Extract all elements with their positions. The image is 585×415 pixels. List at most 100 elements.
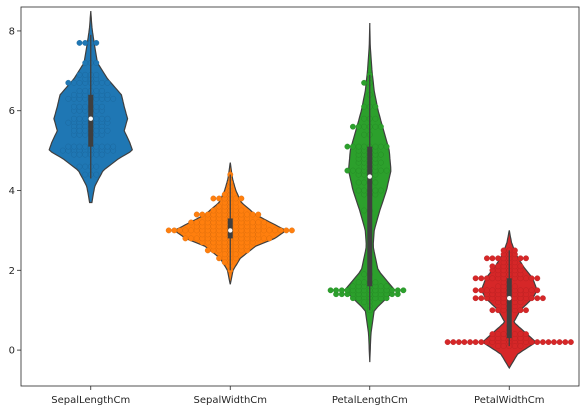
swarm-point <box>483 287 490 294</box>
swarm-point <box>361 279 367 286</box>
swarm-point <box>76 163 83 170</box>
swarm-point <box>71 115 77 122</box>
swarm-point <box>472 339 479 345</box>
swarm-point <box>528 287 535 294</box>
swarm-point <box>361 103 367 110</box>
swarm-point <box>512 343 518 349</box>
swarm-point <box>495 255 501 262</box>
swarm-point <box>472 295 479 302</box>
swarm-point <box>93 127 100 134</box>
swarm-point <box>361 179 367 186</box>
swarm-point <box>204 247 211 254</box>
swarm-point <box>76 151 83 158</box>
swarm-point <box>528 295 535 302</box>
x-tick-label: SepalWidthCm <box>193 395 267 406</box>
swarm-point <box>93 151 100 158</box>
swarm-point <box>489 255 496 262</box>
swarm-point <box>556 339 563 345</box>
swarm-point <box>377 143 384 150</box>
swarm-point <box>534 287 541 294</box>
swarm-point <box>461 339 468 345</box>
swarm-point <box>344 287 351 294</box>
swarm-point <box>110 143 117 150</box>
swarm-point <box>99 115 105 122</box>
swarm-point <box>500 247 507 254</box>
swarm-point <box>372 103 379 110</box>
swarm-point <box>517 307 524 314</box>
swarm-point <box>489 263 496 270</box>
swarm-point <box>249 219 256 226</box>
swarm-point <box>540 295 546 302</box>
swarm-point <box>377 151 384 158</box>
swarm-point <box>71 103 77 110</box>
swarm-point <box>165 227 172 234</box>
swarm-point <box>221 191 228 198</box>
swarm-point <box>528 339 535 345</box>
swarm-point <box>76 40 83 46</box>
swarm-point <box>355 279 362 286</box>
swarm-point <box>517 255 524 262</box>
swarm-point <box>517 343 524 349</box>
violin-group-PetalWidthCm <box>444 230 574 370</box>
swarm-point <box>523 307 529 314</box>
swarm-point <box>255 211 262 218</box>
swarm-point <box>221 251 228 258</box>
swarm-point <box>93 163 100 170</box>
swarm-point <box>71 91 77 98</box>
swarm-point <box>562 339 569 345</box>
swarm-point <box>534 295 541 302</box>
swarm-point <box>400 287 407 294</box>
axes: 0 2 4 6 8 SepalLengthCm SepalWidthCm PetalLengt… <box>9 6 580 406</box>
swarm-point <box>199 211 206 218</box>
swarm-point <box>76 103 83 110</box>
swarm-point <box>489 287 496 294</box>
swarm-point <box>355 167 362 174</box>
swarm-point <box>372 179 379 186</box>
swarm-point <box>361 79 367 86</box>
swarm-point <box>193 235 200 242</box>
swarm-point <box>517 331 524 337</box>
swarm-point <box>361 187 367 194</box>
swarm-point <box>272 227 278 234</box>
swarm-point <box>188 219 195 226</box>
swarm-point <box>221 259 228 266</box>
swarm-point <box>249 211 256 218</box>
swarm-point <box>338 287 345 294</box>
swarm-point <box>478 295 485 302</box>
swarm-point <box>361 299 367 306</box>
swarm-point <box>65 143 72 150</box>
swarm-point <box>204 211 211 218</box>
violin-median <box>367 174 372 179</box>
swarm-point <box>65 95 72 102</box>
swarm-point <box>568 339 574 345</box>
swarm-point <box>500 343 507 349</box>
swarm-point <box>232 251 239 258</box>
swarm-point <box>82 87 89 94</box>
violin-group-SepalWidthCm <box>165 162 295 285</box>
swarm-point <box>255 219 262 226</box>
swarm-point <box>372 187 379 194</box>
swarm-point <box>260 235 267 242</box>
violin-group-SepalLengthCm <box>48 10 133 204</box>
swarm-point <box>277 227 284 234</box>
swarm-point <box>76 115 83 122</box>
swarm-point <box>71 143 77 150</box>
swarm-point <box>104 143 111 150</box>
swarm-point <box>377 187 384 194</box>
swarm-point <box>238 195 245 202</box>
swarm-point <box>99 87 105 94</box>
swarm-point <box>76 79 83 86</box>
swarm-point <box>82 151 89 158</box>
swarm-point <box>82 60 89 66</box>
swarm-point <box>361 271 367 278</box>
swarm-point <box>483 339 490 345</box>
swarm-point <box>512 331 518 337</box>
swarm-point <box>82 71 89 78</box>
swarm-point <box>534 339 541 345</box>
swarm-point <box>93 103 100 110</box>
swarm-point <box>523 275 529 282</box>
y-tick-label: 4 <box>9 186 15 197</box>
swarm-point <box>495 283 501 290</box>
swarm-point <box>355 187 362 194</box>
